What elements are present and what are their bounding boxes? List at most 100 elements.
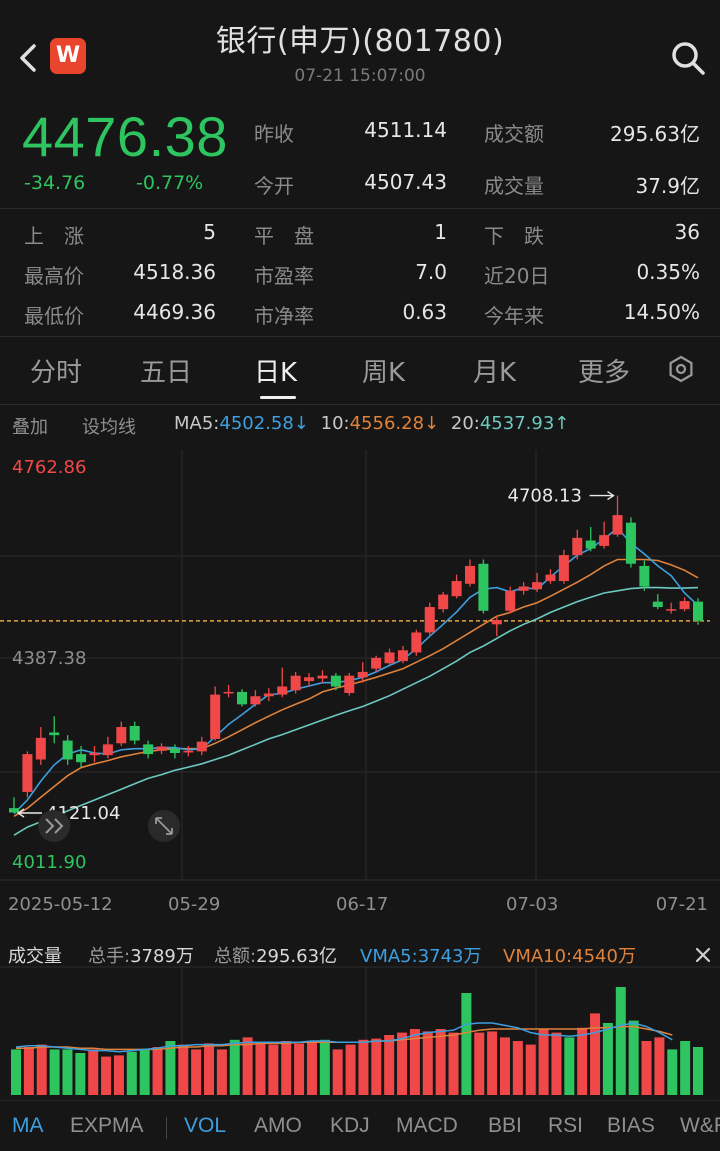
- candle-body: [652, 601, 663, 608]
- candle-body: [532, 582, 543, 590]
- volume-bar: [590, 1013, 601, 1095]
- tab-2[interactable]: 日K: [254, 358, 298, 388]
- fast-forward-icon[interactable]: [38, 810, 70, 842]
- tab-3[interactable]: 周K: [362, 358, 406, 388]
- stat-value: 37.9亿: [635, 174, 700, 198]
- page-title: 银行(申万)(801780): [215, 24, 505, 59]
- indicator-tab[interactable]: BIAS: [607, 1114, 655, 1137]
- stat-label: 平 盘: [254, 224, 314, 248]
- app-logo[interactable]: W: [50, 38, 86, 74]
- search-icon[interactable]: [668, 38, 708, 78]
- candle-body: [599, 535, 610, 546]
- candle-body: [277, 686, 288, 695]
- candle-body: [49, 732, 60, 736]
- tab-4[interactable]: 月K: [473, 358, 517, 388]
- settings-icon[interactable]: [667, 355, 695, 383]
- candle-body: [465, 565, 475, 584]
- tab-1[interactable]: 五日: [140, 358, 193, 388]
- quote-timestamp: 07-21 15:07:00: [294, 66, 426, 86]
- candle-body: [451, 581, 462, 597]
- indicator-tab[interactable]: MACD: [396, 1114, 458, 1137]
- candle-body: [116, 727, 127, 744]
- price-change-percent: -0.77%: [136, 172, 204, 194]
- candle-body: [491, 620, 502, 625]
- indicator-divider: [166, 1117, 167, 1139]
- indicator-tab[interactable]: BBI: [488, 1114, 522, 1137]
- volume-bar: [577, 1027, 588, 1095]
- back-button[interactable]: [14, 38, 44, 78]
- volume-bar: [345, 1044, 356, 1095]
- stat-label: 昨收: [254, 122, 294, 146]
- active-tab-indicator: [260, 396, 296, 399]
- volume-bar: [422, 1031, 433, 1095]
- candle-body: [438, 594, 449, 610]
- stat-label: 今开: [254, 174, 294, 198]
- vma10-label: VMA10:: [503, 946, 573, 967]
- volume-chart[interactable]: [0, 965, 720, 1099]
- volume-bar: [602, 1023, 613, 1095]
- volume-bar: [499, 1037, 510, 1095]
- stat-value: 295.63亿: [610, 122, 700, 146]
- indicator-tab[interactable]: EXPMA: [70, 1114, 144, 1137]
- divider: [0, 404, 720, 405]
- stat-label: 市净率: [254, 304, 314, 328]
- ma5-value: 4502.58↓: [219, 413, 309, 434]
- indicator-tab[interactable]: VOL: [184, 1114, 227, 1137]
- candle-body: [237, 691, 247, 705]
- volume-amount-value: 295.63亿: [256, 946, 338, 967]
- candle-body: [290, 675, 301, 691]
- x-axis-label: 2025-05-12: [8, 894, 113, 915]
- indicator-tab[interactable]: AMO: [254, 1114, 302, 1137]
- candle-body: [558, 555, 569, 582]
- indicator-tab[interactable]: W&R: [680, 1114, 720, 1137]
- candle-body: [585, 540, 596, 549]
- volume-bar: [448, 1032, 459, 1095]
- set-ma-button[interactable]: 设均线: [82, 417, 136, 438]
- stat-value: 0.63: [402, 300, 447, 324]
- stat-value: 4469.36: [133, 300, 216, 324]
- indicator-tab[interactable]: KDJ: [330, 1114, 370, 1137]
- x-axis-label: 05-29: [168, 894, 220, 915]
- candle-body: [572, 537, 583, 556]
- candle-body: [411, 632, 422, 653]
- candle-body: [196, 741, 207, 752]
- overlay-button[interactable]: 叠加: [12, 417, 48, 438]
- volume-bar: [512, 1041, 523, 1095]
- stat-label: 今年来: [484, 304, 544, 328]
- volume-bar: [62, 1049, 73, 1095]
- volume-bar: [216, 1049, 227, 1095]
- volume-bar: [113, 1055, 124, 1095]
- candle-body: [330, 675, 341, 687]
- candle-body: [478, 563, 489, 611]
- tab-0[interactable]: 分时: [30, 358, 83, 388]
- y-min-label: 4011.90: [12, 852, 86, 873]
- close-icon[interactable]: [692, 944, 714, 966]
- vma5-line: [15, 1022, 673, 1053]
- volume-bar: [384, 1035, 395, 1095]
- tab-5[interactable]: 更多: [578, 358, 631, 388]
- volume-bar: [191, 1049, 202, 1095]
- indicator-tab[interactable]: RSI: [548, 1114, 584, 1137]
- icon-glyph: [45, 818, 64, 834]
- volume-bar: [178, 1044, 189, 1095]
- stat-value: 5: [203, 220, 216, 244]
- expand-icon[interactable]: [148, 810, 180, 842]
- volume-bar: [564, 1037, 575, 1095]
- volume-bar: [11, 1049, 21, 1095]
- ma10-value: 4556.28↓: [349, 413, 440, 434]
- volume-bar: [654, 1037, 665, 1095]
- x-axis-label: 07-03: [506, 894, 558, 915]
- volume-bar: [628, 1020, 639, 1095]
- volume-bar: [306, 1042, 317, 1095]
- stat-label: 最高价: [24, 264, 84, 288]
- indicator-tab[interactable]: MA: [12, 1114, 44, 1137]
- candle-body: [518, 586, 529, 591]
- volume-bar: [75, 1053, 86, 1095]
- vma5-label: VMA5:: [360, 946, 418, 967]
- kline-chart[interactable]: 4762.864387.384011.904708.134121.042025-…: [0, 440, 720, 920]
- ma-legend: MA5:4502.58↓ 10:4556.28↓ 20:4537.93↑: [174, 413, 569, 434]
- candle-body: [210, 694, 221, 739]
- volume-bar: [680, 1041, 691, 1095]
- candle-body: [129, 725, 140, 741]
- volume-amount-label: 总额:: [214, 946, 257, 967]
